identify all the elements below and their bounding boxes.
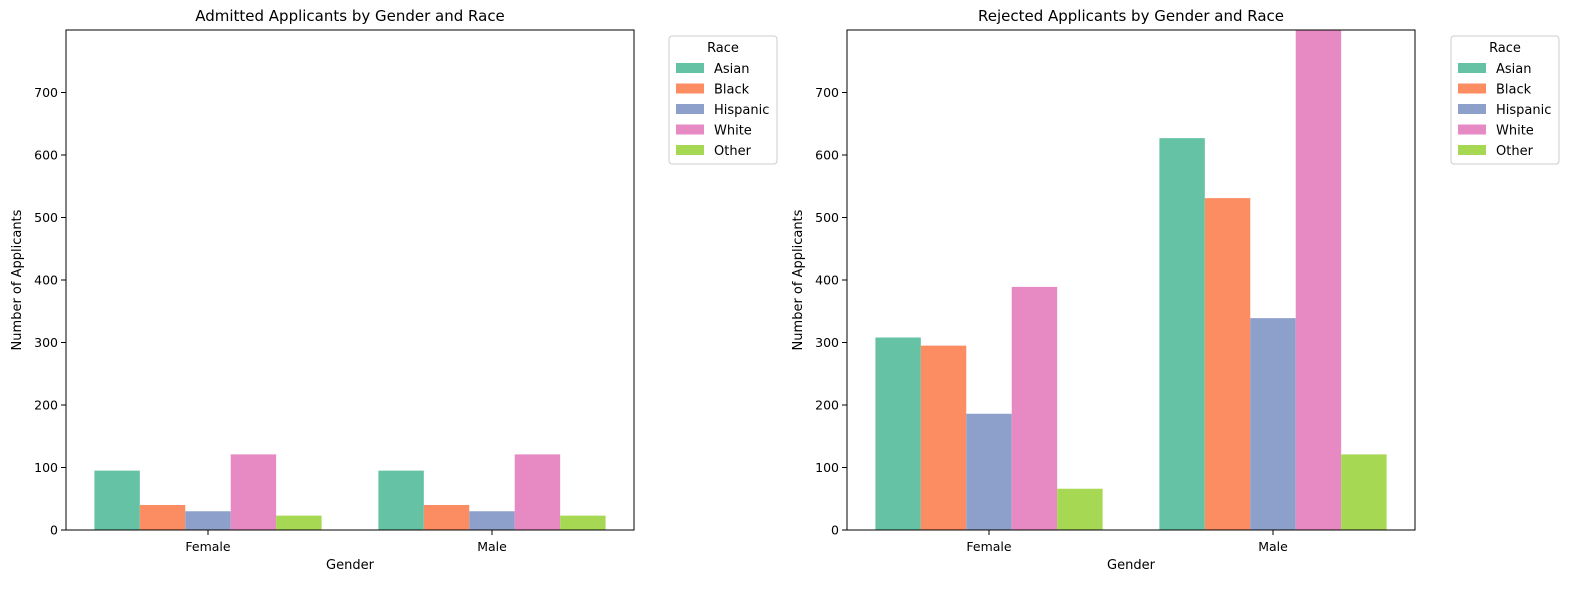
bar-asian-female: [94, 470, 140, 531]
y-tick-label: 500: [34, 210, 58, 225]
y-ticks: 0 100 200 300 400 500 600 700: [34, 85, 66, 538]
legend-items: Asian Black Hispanic White Other: [1458, 62, 1551, 159]
legend-swatch-other: [1458, 145, 1486, 155]
bar-hispanic-male: [1250, 318, 1296, 531]
legend-label-other: Other: [1496, 144, 1534, 159]
legend-swatch-white: [676, 124, 704, 135]
y-tick-label: 600: [34, 148, 58, 163]
y-tick-label: 400: [34, 273, 58, 288]
y-tick-label: 400: [815, 273, 839, 288]
y-axis-label: Number of Applicants: [791, 209, 806, 350]
legend-items: Asian Black Hispanic White Other: [676, 62, 769, 159]
legend-swatch-black: [1458, 83, 1486, 94]
y-tick-label: 0: [831, 523, 839, 538]
legend-swatch-black: [676, 83, 704, 94]
bar-other-male: [560, 515, 606, 531]
legend-label-white: White: [1496, 124, 1534, 139]
legend-label-asian: Asian: [714, 62, 749, 77]
bar-hispanic-female: [185, 511, 231, 530]
legend-label-black: Black: [714, 83, 750, 98]
bar-asian-female: [875, 337, 921, 530]
bar-asian-male: [378, 470, 424, 531]
x-axis-label: Gender: [1107, 558, 1156, 573]
x-tick-label: Male: [1258, 539, 1288, 554]
legend-label-white: White: [714, 124, 752, 139]
bar-white-male: [1295, 30, 1342, 530]
bar-white-female: [230, 454, 277, 531]
chart-admitted: Admitted Applicants by Gender and Race N…: [10, 7, 778, 573]
legend-swatch-hispanic: [676, 104, 704, 114]
legend-label-black: Black: [1496, 83, 1532, 98]
chart-rejected: Rejected Applicants by Gender and Race N…: [791, 7, 1560, 573]
legend-swatch-asian: [676, 63, 704, 73]
legend-swatch-other: [676, 145, 704, 155]
legend-swatch-asian: [1458, 63, 1486, 73]
y-axis-label: Number of Applicants: [10, 209, 25, 350]
legend-label-hispanic: Hispanic: [714, 103, 769, 118]
y-tick-label: 300: [34, 335, 58, 350]
x-tick-label: Male: [477, 539, 507, 554]
legend-label-asian: Asian: [1496, 62, 1531, 77]
bar-white-female: [1011, 286, 1058, 531]
bar-other-female: [276, 515, 322, 531]
y-tick-label: 700: [34, 85, 58, 100]
y-tick-label: 500: [815, 210, 839, 225]
legend-label-hispanic: Hispanic: [1496, 103, 1551, 118]
bar-black-male: [1204, 198, 1251, 531]
y-tick-label: 0: [50, 523, 58, 538]
legend-title: Race: [707, 41, 739, 56]
legend: Race Asian Black Hispanic White Other: [668, 35, 778, 165]
legend-swatch-white: [1458, 124, 1486, 135]
chart-title: Admitted Applicants by Gender and Race: [195, 7, 505, 25]
x-ticks: Female Male: [966, 530, 1288, 554]
bar-other-female: [1057, 488, 1103, 530]
bar-hispanic-female: [966, 413, 1012, 530]
bar-white-male: [514, 454, 561, 531]
bar-black-female: [139, 505, 186, 530]
bar-black-female: [920, 345, 967, 531]
plot-frame: [65, 29, 635, 531]
x-ticks: Female Male: [185, 530, 507, 554]
legend: Race Asian Black Hispanic White Other: [1450, 35, 1560, 165]
y-tick-label: 700: [815, 85, 839, 100]
x-tick-label: Female: [185, 539, 231, 554]
bars: [875, 30, 1387, 531]
legend-label-other: Other: [714, 144, 752, 159]
bar-other-male: [1341, 454, 1387, 531]
x-axis-label: Gender: [326, 558, 375, 573]
bar-asian-male: [1159, 138, 1205, 531]
bars: [94, 454, 606, 531]
y-tick-label: 300: [815, 335, 839, 350]
y-tick-label: 600: [815, 148, 839, 163]
bar-hispanic-male: [469, 511, 515, 530]
chart-title: Rejected Applicants by Gender and Race: [978, 7, 1284, 25]
y-tick-label: 200: [34, 398, 58, 413]
y-ticks: 0 100 200 300 400 500 600 700: [815, 85, 847, 538]
plot-frame: [846, 29, 1416, 531]
y-tick-label: 100: [815, 460, 839, 475]
legend-swatch-hispanic: [1458, 104, 1486, 114]
legend-title: Race: [1489, 41, 1521, 56]
y-tick-label: 200: [815, 398, 839, 413]
bar-black-male: [423, 505, 470, 530]
y-tick-label: 100: [34, 460, 58, 475]
x-tick-label: Female: [966, 539, 1012, 554]
